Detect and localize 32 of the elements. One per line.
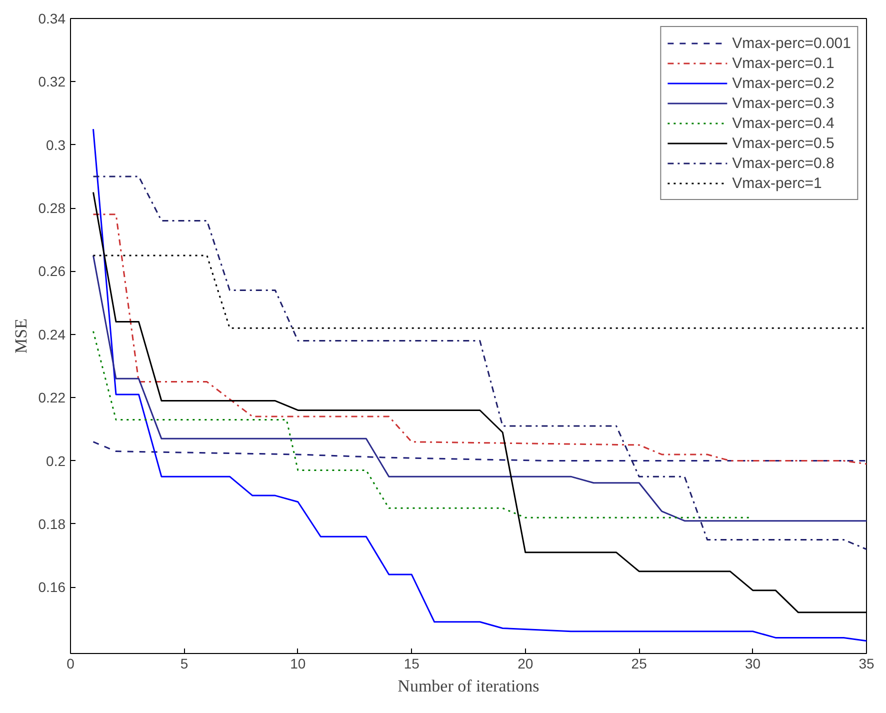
y-tick-label: 0.32	[38, 74, 66, 90]
legend-label: Vmax-perc=0.001	[732, 34, 851, 52]
y-tick-label: 0.18	[38, 516, 66, 532]
legend-label: Vmax-perc=0.3	[732, 94, 834, 112]
x-tick-label: 20	[518, 656, 534, 672]
x-tick-label: 35	[858, 656, 874, 672]
x-tick-label: 25	[631, 656, 648, 672]
legend-label: Vmax-perc=0.5	[732, 134, 834, 152]
x-tick-label: 10	[290, 656, 306, 672]
line-series	[92, 254, 866, 522]
y-tick-label: 0.34	[38, 10, 66, 26]
legend-label: Vmax-perc=0.8	[732, 154, 834, 172]
x-tick-label: 30	[745, 656, 761, 672]
legend-label: Vmax-perc=0.4	[732, 114, 834, 132]
y-axis-title: MSE	[11, 318, 30, 354]
x-tick-label: 5	[180, 656, 188, 672]
legend-label: Vmax-perc=0.2	[732, 74, 834, 92]
line-series	[92, 441, 866, 462]
line-series	[92, 176, 866, 550]
line-series	[92, 214, 866, 465]
x-tick-label: 0	[66, 656, 75, 672]
y-tick-label: 0.2	[46, 452, 66, 469]
y-tick-label: 0.28	[38, 200, 66, 216]
legend-label: Vmax-perc=1	[732, 174, 822, 192]
y-tick-label: 0.26	[38, 263, 66, 280]
legend-label: Vmax-perc=0.1	[732, 54, 834, 72]
y-tick-label: 0.24	[38, 326, 66, 342]
y-tick-label: 0.16	[38, 579, 66, 596]
x-axis-title: Number of iterations	[398, 676, 540, 696]
x-tick-label: 15	[404, 656, 420, 672]
y-tick-label: 0.3	[46, 136, 66, 153]
y-tick-label: 0.22	[38, 390, 66, 406]
